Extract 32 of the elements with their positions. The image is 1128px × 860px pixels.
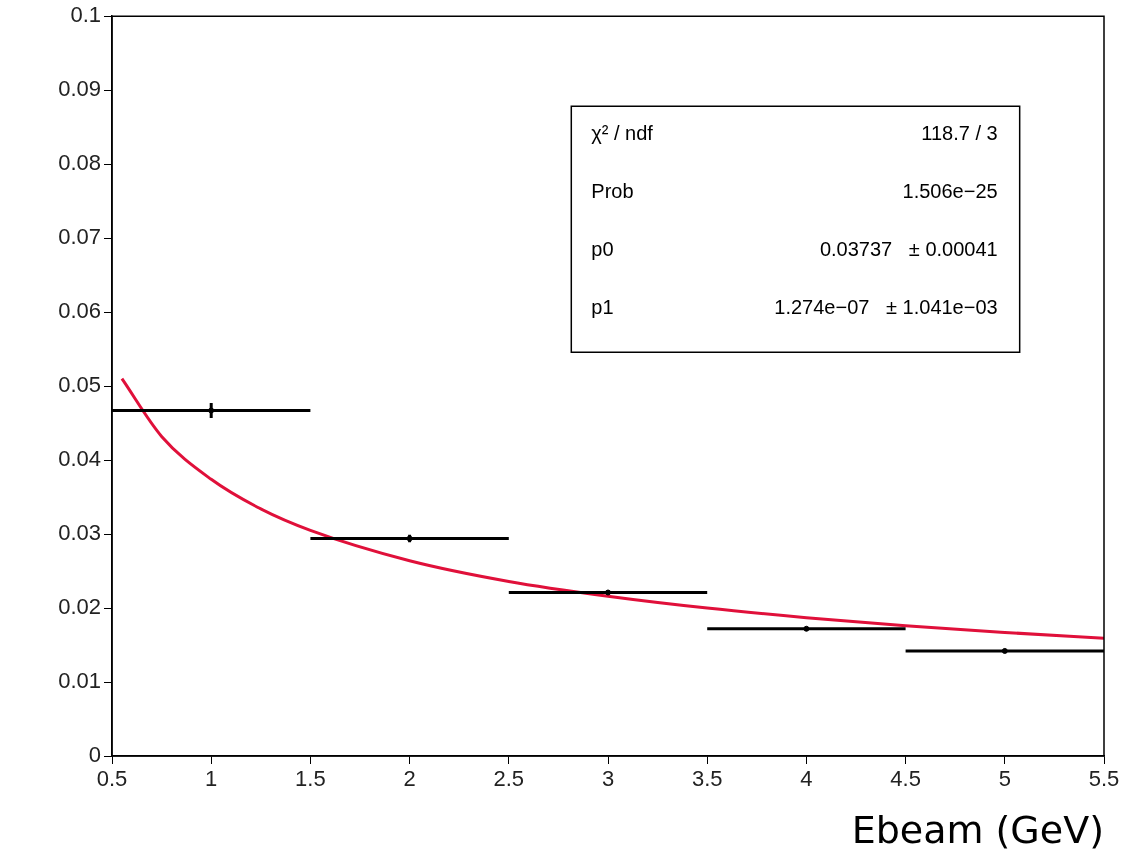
y-tick-label: 0.08 <box>58 150 101 176</box>
annotation: p0 <box>591 237 614 260</box>
x-tick-label: 1 <box>205 766 218 792</box>
y-tick-label: 0.1 <box>70 2 101 28</box>
y-tick-label: 0.03 <box>58 520 101 546</box>
annotation: 0.03737 ± 0.00041 <box>819 237 998 260</box>
annotation: χ² / ndf <box>591 121 654 144</box>
y-tick-label: 0.02 <box>58 594 101 620</box>
y-tick-label: 0.09 <box>58 76 101 102</box>
x-tick-label: 0.5 <box>96 766 128 792</box>
x-tick-label: 4.5 <box>890 766 921 792</box>
x-tick-label: 4 <box>800 766 813 792</box>
y-tick-label: 0.07 <box>58 224 101 250</box>
y-tick-label: 0.06 <box>58 298 101 324</box>
x-tick-label: 2.5 <box>493 766 525 792</box>
x-tick-label: 5 <box>998 766 1011 792</box>
y-tick-label: 0.05 <box>58 372 101 398</box>
annotation: 1.274e−07 ± 1.041e−03 <box>774 295 998 318</box>
annotation: Prob <box>591 179 634 202</box>
x-tick-label: 2 <box>403 766 416 792</box>
annotation: p1 <box>591 295 614 318</box>
line-series <box>120 377 1104 640</box>
x-tick-label: 5.5 <box>1088 766 1120 792</box>
x-tick-label: 3.5 <box>691 766 723 792</box>
y-tick-label: 0.04 <box>58 446 101 472</box>
x-tick-label: 1.5 <box>295 766 326 792</box>
y-tick-label: 0 <box>88 742 101 768</box>
y-tick-label: 0.01 <box>58 668 101 694</box>
x-tick-label: 3 <box>601 766 615 792</box>
annotation: 1.506e−25 <box>902 179 998 202</box>
x-axis-title: Ebeam (GeV) <box>851 808 1104 853</box>
annotation: 118.7 / 3 <box>921 121 998 144</box>
